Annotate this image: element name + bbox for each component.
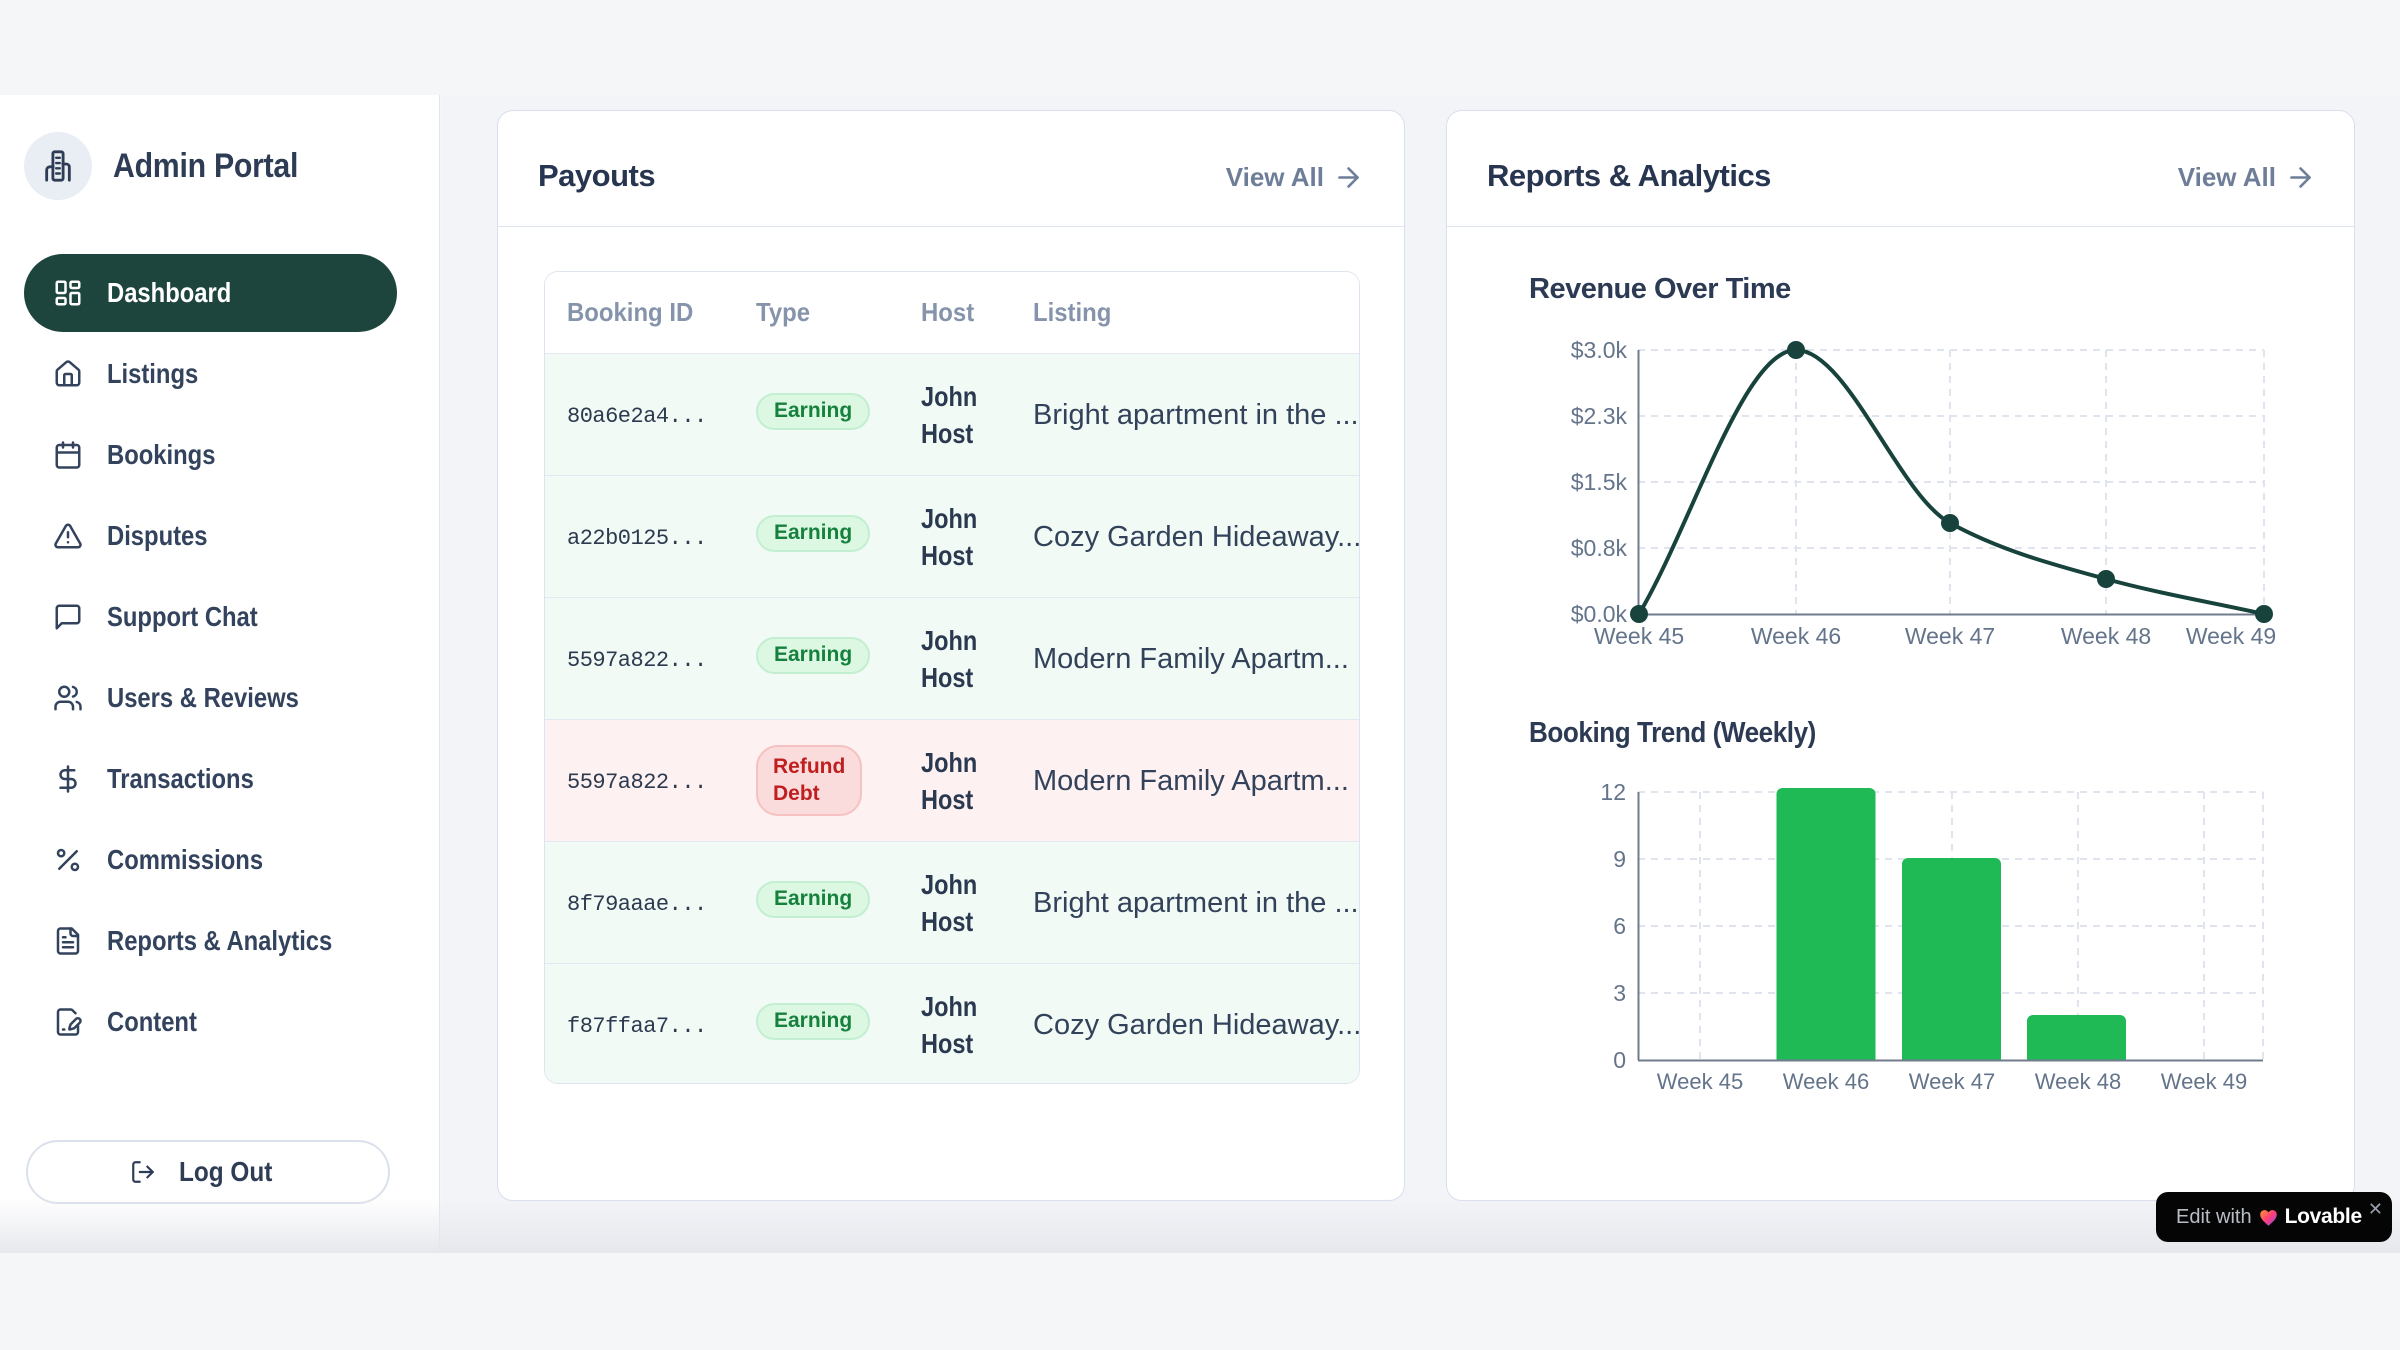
svg-text:Week 45: Week 45 [1594,623,1684,649]
svg-text:Week 46: Week 46 [1783,1069,1869,1094]
svg-text:Week 47: Week 47 [1909,1069,1995,1094]
svg-text:$0.8k: $0.8k [1571,535,1628,561]
svg-text:Week 49: Week 49 [2161,1069,2247,1094]
svg-text:0: 0 [1613,1047,1626,1073]
svg-text:6: 6 [1613,913,1626,939]
svg-text:9: 9 [1613,846,1626,872]
svg-text:Week 46: Week 46 [1751,623,1841,649]
svg-text:$1.5k: $1.5k [1571,469,1628,495]
svg-text:Week 48: Week 48 [2035,1069,2121,1094]
svg-text:Week 49: Week 49 [2186,623,2276,649]
svg-text:$0.0k: $0.0k [1571,601,1628,627]
svg-text:Week 47: Week 47 [1905,623,1995,649]
svg-text:3: 3 [1613,980,1626,1006]
svg-text:12: 12 [1600,779,1626,805]
svg-text:$2.3k: $2.3k [1571,403,1628,429]
svg-text:$3.0k: $3.0k [1571,337,1628,363]
svg-text:Week 45: Week 45 [1657,1069,1743,1094]
svg-text:Week 48: Week 48 [2061,623,2151,649]
